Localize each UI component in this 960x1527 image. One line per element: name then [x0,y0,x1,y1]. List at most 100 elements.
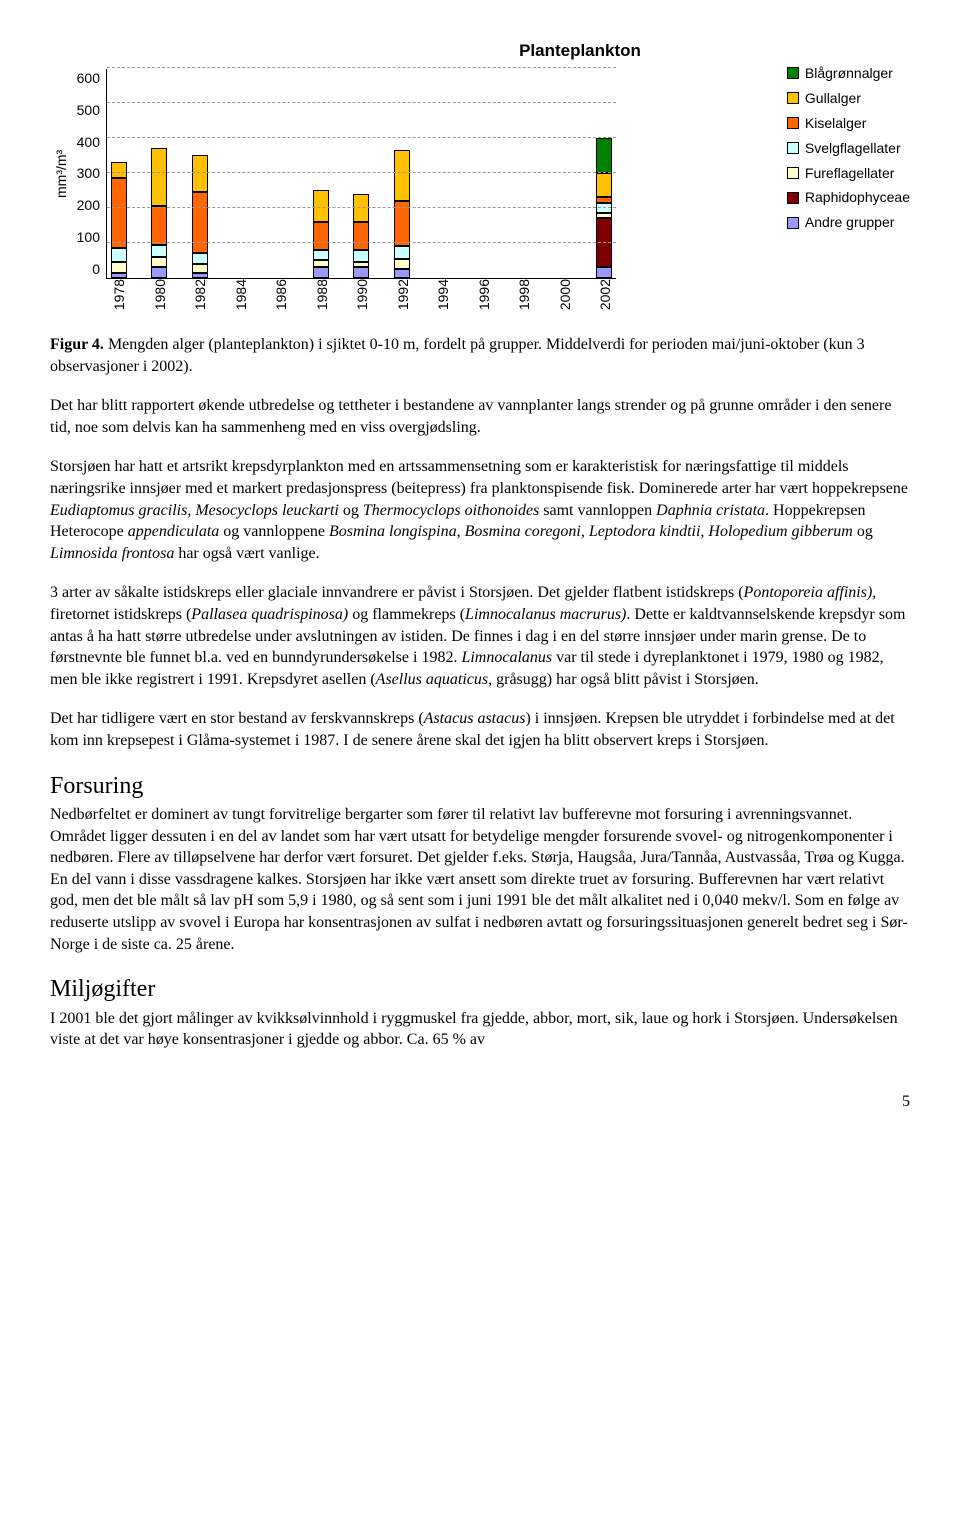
bar-seg [192,273,208,278]
miljogifter-body: I 2001 ble det gjort målinger av kvikksø… [50,1008,910,1051]
bar-seg [111,178,127,248]
legend-label: Svelgflagellater [805,139,901,158]
text: Storsjøen har hatt et artsrikt krepsdyrp… [50,458,908,497]
bar-seg [111,248,127,262]
bar-seg [111,262,127,273]
figure-caption: Figur 4. Mengden alger (planteplankton) … [50,334,910,377]
text: 3 arter av såkalte istidskreps eller gla… [50,584,744,601]
legend-label: Gullalger [805,89,861,108]
y-tick: 600 [77,69,100,88]
bar-seg [313,222,329,250]
x-tick: 1994 [434,279,450,314]
x-tick: 2002 [596,279,612,314]
grid-line [107,137,616,138]
species: Astacus astacus [424,710,526,727]
bar-seg [151,206,167,245]
bar-seg [353,267,369,278]
y-tick: 100 [77,228,100,247]
y-axis: 6005004003002001000 [68,69,106,279]
legend-label: Raphidophyceae [805,188,910,207]
legend-swatch [787,67,799,79]
bar-seg [353,250,369,262]
bar-seg [313,260,329,267]
bar-seg [151,245,167,257]
text: og [339,502,363,519]
x-tick: 1988 [313,279,329,314]
chart-title: Planteplankton [250,40,910,63]
legend-swatch [787,217,799,229]
y-tick: 300 [77,164,100,183]
bar-seg [192,253,208,264]
species: Daphnia cristata [656,502,765,519]
bar-seg [353,222,369,250]
bar-seg [313,250,329,261]
legend-label: Fureflagellater [805,164,895,183]
x-axis: 1978198019821984198619881990199219941996… [106,279,616,314]
bar-seg [394,259,410,270]
species: Thermocyclops oithonoides [363,502,539,519]
legend-swatch [787,142,799,154]
legend-swatch [787,92,799,104]
forsuring-body: Nedbørfeltet er dominert av tungt forvit… [50,804,910,955]
bar-seg [596,203,612,214]
species: Limnocalanus [461,649,552,666]
figure-caption-text: Mengden alger (planteplankton) i sjiktet… [50,336,865,375]
text: Det har tidligere vært en stor bestand a… [50,710,424,727]
bar-seg [151,257,167,268]
x-tick: 1996 [475,279,491,314]
legend-label: Blågrønnalger [805,64,893,83]
chart-legend: Blågrønnalger Gullalger Kiselalger Svelgfla… [787,64,910,238]
grid-line [107,242,616,243]
x-tick: 1986 [272,279,288,314]
paragraph-2: Storsjøen har hatt et artsrikt krepsdyrp… [50,456,910,564]
legend-item: Raphidophyceae [787,188,910,207]
text: og flammekreps ( [348,606,465,623]
paragraph-3: 3 arter av såkalte istidskreps eller gla… [50,582,910,690]
text: og [853,523,873,540]
y-tick: 500 [77,101,100,120]
x-tick: 1984 [232,279,248,314]
y-tick: 200 [77,196,100,215]
species: Limnosida frontosa [50,545,174,562]
legend-label: Andre grupper [805,213,895,232]
bar-1992 [394,150,410,278]
bar-1978 [111,162,127,278]
section-heading-miljogifter: Miljøgifter [50,973,910,1005]
text: og vannloppene [219,523,329,540]
paragraph-1: Det har blitt rapportert økende utbredel… [50,395,910,438]
bar-seg [596,173,612,198]
bar-seg [192,155,208,192]
text: har også vært vanlige. [174,545,319,562]
bar-seg [353,194,369,222]
figure-caption-lead: Figur 4. [50,336,104,353]
x-tick: 1992 [394,279,410,314]
bar-seg [394,150,410,201]
x-tick: 1978 [110,279,126,314]
bar-seg [313,267,329,278]
x-tick: 1990 [353,279,369,314]
bar-seg [192,264,208,273]
x-tick: 1982 [191,279,207,314]
species: Asellus aquaticus [376,671,488,688]
text: , [457,523,465,540]
legend-item: Kiselalger [787,114,910,133]
legend-item: Fureflagellater [787,164,910,183]
grid-line [107,207,616,208]
species: Limnocalanus macrurus) [465,606,626,623]
legend-item: Andre grupper [787,213,910,232]
legend-swatch [787,117,799,129]
bar-seg [596,138,612,173]
bar-1982 [192,155,208,278]
chart-area: mm³/m³ 6005004003002001000 Blågrønnalger… [50,69,910,279]
chart-container: Planteplankton mm³/m³ 600500400300200100… [50,40,910,314]
text: , gråsugg) har også blitt påvist i Stors… [488,671,759,688]
species: Leptodora kindtii, Holopedium gibberum [589,523,853,540]
text: , [581,523,589,540]
grid-line [107,172,616,173]
section-heading-forsuring: Forsuring [50,770,910,802]
bar-seg [151,267,167,278]
x-tick: 1998 [515,279,531,314]
bar-seg [596,267,612,278]
y-tick: 400 [77,133,100,152]
legend-swatch [787,167,799,179]
